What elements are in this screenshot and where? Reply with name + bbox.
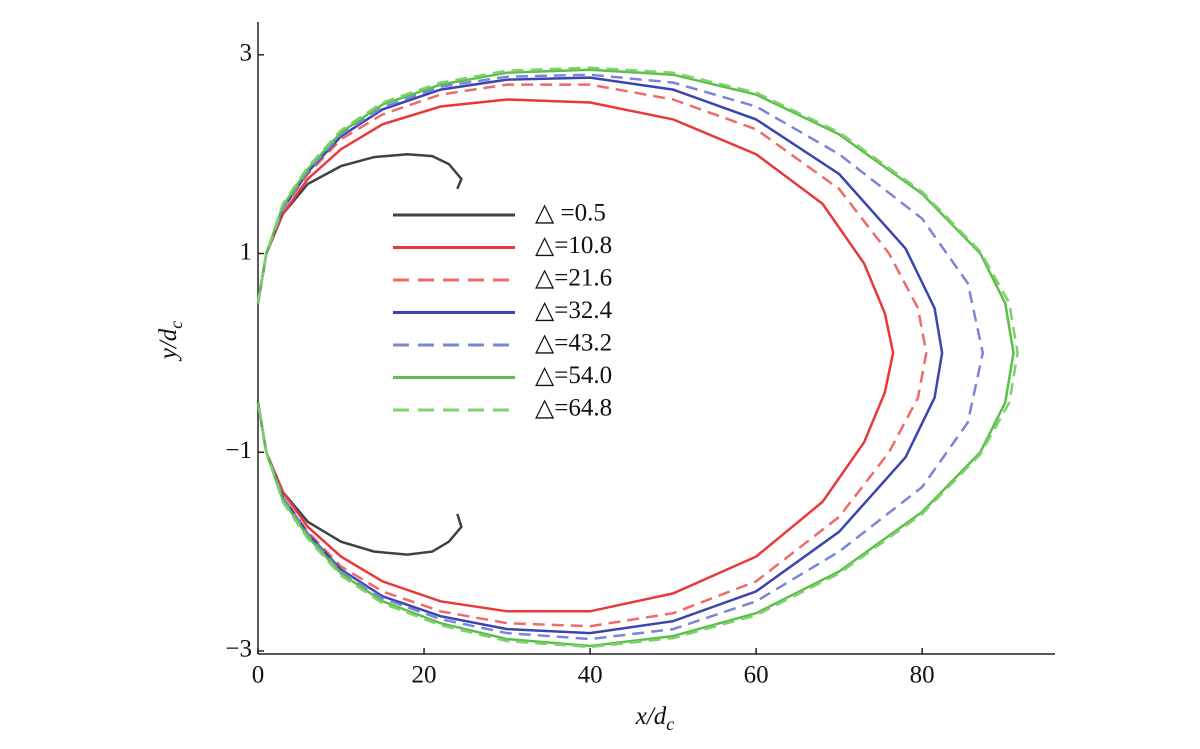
y-axis-label-sub: c xyxy=(166,321,186,329)
x-axis-label: x/dc xyxy=(635,703,675,734)
y-axis-label-main: y/d xyxy=(155,328,182,362)
series-line xyxy=(256,73,985,641)
series-line xyxy=(256,68,1015,648)
x-tick-label: 0 xyxy=(252,662,265,689)
legend-label: △=21.6 xyxy=(535,265,612,292)
legend-label: △=54.0 xyxy=(535,362,612,389)
series-line xyxy=(256,83,928,628)
series-line xyxy=(256,76,944,635)
x-tick-label: 20 xyxy=(412,662,437,689)
y-tick-label: 1 xyxy=(240,238,253,265)
legend-label: △=32.4 xyxy=(535,297,613,324)
legend-label: △ =0.5 xyxy=(535,200,606,227)
x-tick-label: 60 xyxy=(744,662,769,689)
x-axis-label-sub: c xyxy=(666,714,674,734)
legend-label: △=64.8 xyxy=(535,395,612,422)
x-tick-label: 40 xyxy=(578,662,603,689)
y-axis-label: y/dc xyxy=(155,321,186,363)
legend-label: △=43.2 xyxy=(535,330,612,357)
x-axis-label-main: x/d xyxy=(635,703,667,730)
legend-label: △=10.8 xyxy=(535,232,612,259)
y-tick-label: −1 xyxy=(225,437,252,464)
y-tick-label: 3 xyxy=(240,40,253,67)
x-tick-label: 80 xyxy=(910,662,935,689)
series-line xyxy=(256,66,1019,649)
y-tick-label: −3 xyxy=(225,636,252,663)
series-line xyxy=(256,98,895,613)
